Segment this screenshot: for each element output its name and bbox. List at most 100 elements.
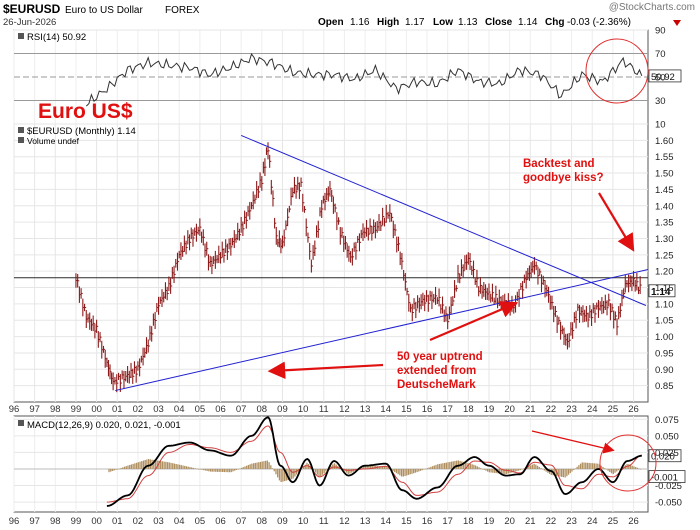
macd-histogram-bar xyxy=(406,468,408,476)
macd-histogram-bar xyxy=(240,467,243,469)
price-y-tick-label: 0.90 xyxy=(655,365,674,376)
price-y-tick-label: 1.00 xyxy=(655,332,674,343)
macd-histogram-bar xyxy=(283,468,286,482)
macd-histogram-bar xyxy=(516,468,518,472)
macd-histogram-bar xyxy=(147,459,150,469)
macd-histogram-bar xyxy=(387,467,389,469)
x-tick-label: 20 xyxy=(504,516,515,527)
price-y-tick-label: 1.55 xyxy=(655,152,674,163)
x-tick-label: 08 xyxy=(257,404,268,415)
macd-histogram-bar xyxy=(156,460,158,469)
macd-highlight-circle xyxy=(599,434,657,492)
macd-histogram-bar xyxy=(271,468,274,469)
macd-histogram-bar xyxy=(320,468,322,477)
macd-arrow xyxy=(531,430,615,454)
macd-histogram-bar xyxy=(418,468,420,472)
rsi-line xyxy=(85,52,643,107)
price-y-tick-label: 1.15 xyxy=(655,283,674,294)
x-tick-label: 07 xyxy=(236,404,247,415)
macd-histogram-bar xyxy=(115,468,117,470)
macd-histogram-bar xyxy=(196,468,198,470)
macd-histogram-bar xyxy=(127,465,129,469)
x-tick-label: 97 xyxy=(29,404,40,415)
macd-legend-swatch xyxy=(18,420,24,426)
price-legend-swatch xyxy=(18,127,24,133)
macd-histogram-bar xyxy=(165,461,167,469)
price-y-tick-label: 0.95 xyxy=(655,348,674,359)
macd-histogram-bar xyxy=(160,461,162,469)
macd-histogram-bar xyxy=(480,468,482,469)
x-tick-label: 18 xyxy=(463,516,474,527)
macd-histogram-bar xyxy=(237,468,239,470)
x-tick-label: 00 xyxy=(91,404,102,415)
macd-histogram-bar xyxy=(474,465,477,469)
price-y-tick-label: 1.25 xyxy=(655,250,674,261)
macd-histogram-bar xyxy=(369,465,372,469)
macd-histogram-bar xyxy=(261,461,263,469)
macd-histogram-bar xyxy=(380,466,382,469)
x-tick-label: 24 xyxy=(587,516,598,527)
macd-histogram-bar xyxy=(129,464,131,469)
macd-histogram-bar xyxy=(263,461,265,469)
macd-histogram-bar xyxy=(290,468,293,480)
macd-hist-tag xyxy=(648,470,686,484)
macd-histogram-bar xyxy=(168,462,170,469)
macd-histogram-bar xyxy=(294,468,296,477)
macd-histogram-bar xyxy=(499,468,501,474)
macd-histogram-bar xyxy=(586,462,589,469)
macd-histogram-bar xyxy=(161,461,164,469)
x-tick-label: 17 xyxy=(442,516,453,527)
macd-histogram-bar xyxy=(404,468,406,477)
macd-histogram-bar xyxy=(137,462,139,469)
backtest-arrow xyxy=(598,192,635,252)
macd-histogram-bar xyxy=(421,468,423,471)
macd-histogram-bar xyxy=(562,468,565,478)
macd-histogram-bar xyxy=(223,468,226,473)
chg-label: Chg xyxy=(545,17,564,28)
macd-histogram-bar xyxy=(194,468,196,469)
x-tick-label: 02 xyxy=(133,516,144,527)
macd-histogram-bar xyxy=(531,464,534,469)
macd-histogram-bar xyxy=(447,462,449,469)
macd-histogram-bar xyxy=(590,463,592,469)
macd-histogram-bar xyxy=(113,468,115,471)
macd-histogram-bar xyxy=(180,465,182,469)
x-tick-label: 24 xyxy=(587,404,598,415)
macd-line xyxy=(106,416,642,507)
macd-histogram-bar xyxy=(445,462,448,469)
low-value: 1.13 xyxy=(458,17,478,28)
x-tick-label: 25 xyxy=(608,404,619,415)
macd-histogram-bar xyxy=(318,468,320,477)
macd-histogram-bar xyxy=(519,468,522,471)
macd-histogram-bar xyxy=(631,465,633,469)
macd-histogram-bar xyxy=(292,468,294,479)
macd-histogram-bar xyxy=(280,468,282,483)
macd-histogram-bar xyxy=(135,462,138,469)
price-y-tick-label: 1.60 xyxy=(655,136,674,147)
macd-histogram-bar xyxy=(440,463,442,469)
macd-histogram-bar xyxy=(543,468,546,471)
macd-histogram-bar xyxy=(597,463,599,469)
price-y-tick-label: 1.10 xyxy=(655,299,674,310)
macd-histogram-bar xyxy=(573,468,575,470)
macd-histogram-bar xyxy=(187,466,189,469)
x-tick-label: 14 xyxy=(380,516,391,527)
macd-histogram-bar xyxy=(593,463,596,469)
annotation-uptrend-line-2: extended from xyxy=(397,365,476,377)
x-tick-label: 22 xyxy=(546,404,557,415)
macd-histogram-bar xyxy=(397,468,399,475)
macd-histogram-bar xyxy=(192,467,195,469)
macd-histogram-bar xyxy=(256,462,258,469)
macd-histogram-bar xyxy=(435,464,437,469)
price-y-tick-label: 1.35 xyxy=(655,218,674,229)
macd-histogram-bar xyxy=(400,468,403,477)
price-y-tick-label: 1.40 xyxy=(655,201,674,212)
macd-histogram-bar xyxy=(166,462,169,469)
price-y-tick-label: 1.05 xyxy=(655,316,674,327)
x-tick-label: 02 xyxy=(133,404,144,415)
x-tick-label: 97 xyxy=(29,516,40,527)
macd-histogram-bar xyxy=(617,468,620,471)
macd-histogram-bar xyxy=(528,466,530,469)
macd-histogram-bar xyxy=(301,468,303,470)
rsi-value-tag xyxy=(648,69,682,83)
